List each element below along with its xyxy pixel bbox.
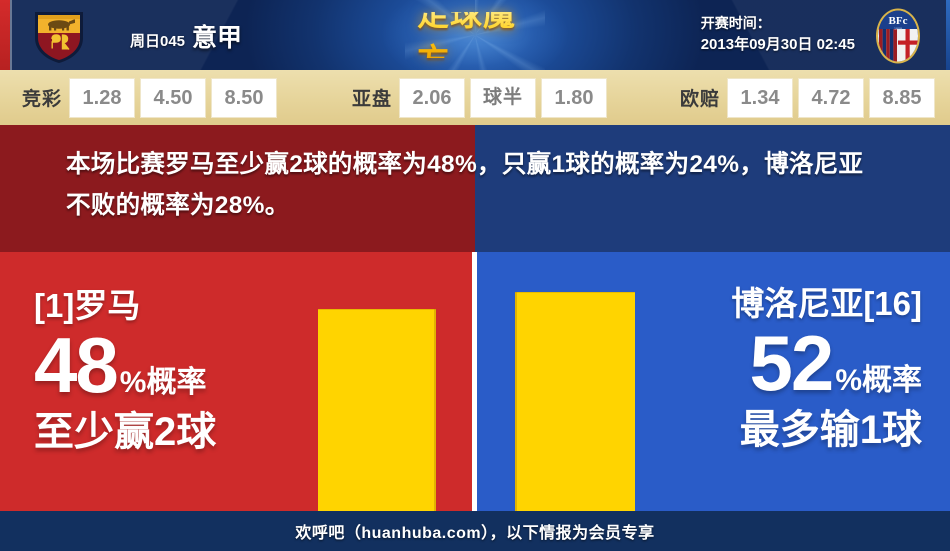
banner-text-wrap: 本场比赛罗马至少赢2球的概率为48%，只赢1球的概率为24%，博洛尼亚不败的概率… — [0, 125, 950, 252]
odds-bar: 竞彩 1.28 4.50 8.50 亚盘 2.06 球半 1.80 欧赔 1.3… — [0, 70, 950, 125]
header-left-red-stripe — [0, 0, 10, 70]
away-percent-row: 52 %概率 — [592, 322, 922, 404]
odds-group-oupei: 欧赔 1.34 4.72 8.85 — [680, 77, 940, 118]
header-right-blue-stripe — [946, 0, 950, 70]
away-outcome-tag: 最多输1球 — [739, 408, 922, 452]
home-outcome-tag: 至少赢2球 — [34, 410, 217, 454]
euro-odds-cell-away[interactable]: 8.85 — [869, 77, 936, 118]
odds-group-label: 欧赔 — [680, 89, 721, 110]
match-label: 周日045 意甲 — [130, 18, 242, 54]
odds-cell-away[interactable]: 8.50 — [211, 77, 278, 118]
banner-left-half — [0, 125, 475, 252]
bologna-fc-badge: BFc 1909 — [874, 7, 922, 65]
away-percent-value: 52 — [749, 319, 835, 407]
bar-away-probability — [515, 292, 635, 511]
home-team-name: [1]罗马 — [34, 287, 141, 324]
kickoff-info: 开赛时间： 2013年09月30日 02:45 — [701, 13, 855, 55]
away-percent-suffix: %概率 — [835, 364, 922, 397]
home-percent-value: 48 — [34, 321, 119, 409]
summary-banner: 本场比赛罗马至少赢2球的概率为48%，只赢1球的概率为24%，博洛尼亚不败的概率… — [0, 125, 950, 252]
home-percent-row: 48 %概率 — [34, 324, 334, 406]
summary-text: 本场比赛罗马至少赢2球的概率为48%，只赢1球的概率为24%，博洛尼亚不败的概率… — [66, 150, 864, 219]
odds-group-yapan: 亚盘 2.06 球半 1.80 — [352, 77, 612, 118]
odds-group-label: 亚盘 — [352, 89, 393, 110]
bar-home-probability — [318, 309, 436, 511]
svg-text:1909: 1909 — [894, 27, 902, 31]
odds-group-label: 竞彩 — [22, 89, 63, 110]
odds-cell-draw[interactable]: 4.50 — [140, 77, 207, 118]
svg-text:BFc: BFc — [889, 15, 908, 27]
away-team-stats: 博洛尼亚[16] 52 %概率 最多输1球 — [592, 284, 922, 454]
handicap-cell-away[interactable]: 1.80 — [541, 77, 608, 118]
header-bar: 周日045 意甲 足球魔方 开赛时间： 2013年09月30日 02:45 — [0, 0, 950, 70]
handicap-cell-line[interactable]: 球半 — [470, 77, 537, 118]
footer-bar: 欢呼吧（huanhuba.com），以下情报为会员专享 — [0, 511, 950, 551]
away-team-name: 博洛尼亚[16] — [731, 285, 922, 322]
site-logo[interactable]: 足球魔方 — [417, 0, 543, 70]
odds-cell-home[interactable]: 1.28 — [69, 77, 136, 118]
probability-chart: [1]罗马 48 %概率 至少赢2球 博洛尼亚[16] 52 %概率 最多输1球 — [0, 252, 950, 511]
banner-right-half — [475, 125, 950, 252]
euro-odds-cell-draw[interactable]: 4.72 — [798, 77, 865, 118]
home-team-stats: [1]罗马 48 %概率 至少赢2球 — [34, 286, 334, 456]
home-percent-suffix: %概率 — [119, 366, 207, 399]
kickoff-value: 2013年09月30日 02:45 — [700, 36, 855, 53]
kickoff-label: 开赛时间： — [700, 15, 771, 31]
as-roma-badge — [32, 8, 86, 64]
handicap-cell-home[interactable]: 2.06 — [399, 77, 466, 118]
odds-group-jingcai: 竞彩 1.28 4.50 8.50 — [22, 77, 282, 118]
euro-odds-cell-home[interactable]: 1.34 — [727, 77, 794, 118]
match-league: 意甲 — [192, 24, 243, 52]
match-round: 周日045 — [130, 33, 186, 50]
footer-text: 欢呼吧（huanhuba.com），以下情报为会员专享 — [295, 525, 655, 542]
header-left-divider — [10, 0, 12, 70]
panel-divider — [472, 252, 477, 511]
